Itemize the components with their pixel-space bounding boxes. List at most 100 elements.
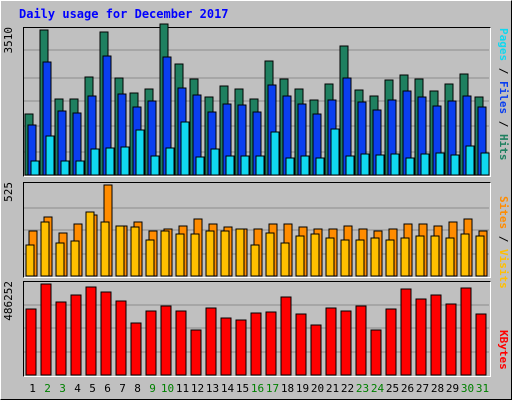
bar-visits — [235, 228, 245, 277]
bar-visits — [325, 237, 335, 277]
bar-kbytes — [475, 313, 487, 376]
bar-pages — [390, 153, 400, 176]
top-legend-label: Pages / Files / Hits — [492, 28, 510, 161]
bar-visits — [475, 235, 485, 277]
bar-visits — [430, 235, 440, 277]
bar-pages — [465, 145, 475, 176]
bar-kbytes — [235, 319, 247, 376]
bar-visits — [415, 235, 425, 277]
bar-kbytes — [85, 286, 97, 376]
bar-pages — [225, 155, 235, 176]
x-tick-label: 5 — [89, 382, 96, 395]
bar-visits — [385, 239, 395, 277]
legend-label-part: / — [497, 229, 510, 249]
legend-label-part: Sites — [497, 196, 510, 230]
x-tick-label: 17 — [266, 382, 279, 395]
bar-kbytes — [250, 312, 262, 376]
bar-pages — [435, 152, 445, 176]
bar-kbytes — [445, 303, 457, 376]
bar-visits — [40, 221, 50, 277]
bar-kbytes — [265, 311, 277, 376]
bar-kbytes — [340, 310, 352, 376]
bar-visits — [145, 239, 155, 277]
bar-pages — [450, 154, 460, 176]
x-tick-label: 15 — [236, 382, 249, 395]
x-tick-label: 22 — [341, 382, 354, 395]
bar-visits — [265, 232, 275, 277]
x-tick-label: 20 — [311, 382, 324, 395]
legend-label-part: Visits — [497, 249, 510, 289]
bar-visits — [355, 239, 365, 277]
bar-kbytes — [400, 288, 412, 376]
x-tick-label: 11 — [176, 382, 189, 395]
bar-kbytes — [70, 294, 82, 376]
bar-pages — [180, 121, 190, 176]
bar-visits — [445, 237, 455, 277]
bar-kbytes — [175, 310, 187, 376]
bar-visits — [220, 230, 230, 277]
bar-pages — [330, 128, 340, 176]
bar-kbytes — [145, 310, 157, 376]
chart-title: Daily usage for December 2017 — [19, 7, 229, 21]
x-tick-label: 28 — [431, 382, 444, 395]
bar-pages — [270, 131, 280, 176]
bar-pages — [300, 155, 310, 176]
bar-pages — [375, 154, 385, 176]
bar-visits — [115, 225, 125, 277]
x-tick-label: 30 — [461, 382, 474, 395]
bar-kbytes — [460, 287, 472, 376]
x-tick-label: 19 — [296, 382, 309, 395]
bar-pages — [360, 153, 370, 176]
bar-pages — [60, 160, 70, 176]
x-tick-label: 29 — [446, 382, 459, 395]
bar-kbytes — [415, 298, 427, 376]
bar-kbytes — [160, 305, 172, 376]
bar-visits — [310, 233, 320, 277]
bar-pages — [150, 155, 160, 176]
bar-kbytes — [205, 307, 217, 376]
bar-pages — [75, 160, 85, 176]
x-tick-label: 4 — [74, 382, 81, 395]
bar-kbytes — [100, 291, 112, 376]
bar-visits — [55, 242, 65, 277]
bar-visits — [280, 242, 290, 277]
bar-pages — [345, 155, 355, 176]
x-tick-label: 31 — [476, 382, 489, 395]
bar-visits — [400, 237, 410, 277]
bar-kbytes — [220, 317, 232, 376]
x-tick-label: 25 — [386, 382, 399, 395]
bar-kbytes — [115, 300, 127, 376]
x-tick-label: 13 — [206, 382, 219, 395]
bar-pages — [285, 157, 295, 176]
bar-visits — [85, 211, 95, 277]
bar-pages — [165, 147, 175, 176]
x-tick-label: 3 — [59, 382, 66, 395]
x-tick-label: 24 — [371, 382, 385, 395]
bar-visits — [340, 239, 350, 277]
bar-pages — [405, 157, 415, 176]
bar-kbytes — [325, 307, 337, 376]
bar-pages — [210, 148, 220, 176]
x-tick-label: 9 — [149, 382, 156, 395]
bot-legend-label: KBytes — [492, 330, 510, 370]
bar-pages — [480, 152, 490, 176]
bar-kbytes — [385, 308, 397, 376]
bar-visits — [460, 233, 470, 277]
bar-pages — [195, 156, 205, 176]
bar-kbytes — [190, 329, 202, 376]
legend-label-part: Files — [497, 81, 510, 115]
bar-kbytes — [310, 324, 322, 376]
bar-kbytes — [130, 322, 142, 376]
bar-visits — [70, 240, 80, 277]
bar-pages — [420, 153, 430, 176]
x-tick-label: 21 — [326, 382, 339, 395]
x-tick-label: 16 — [251, 382, 264, 395]
x-tick-label: 8 — [134, 382, 141, 395]
bar-kbytes — [25, 308, 37, 376]
bar-pages — [105, 147, 115, 176]
bar-kbytes — [280, 296, 292, 376]
bar-visits — [190, 233, 200, 277]
bar-kbytes — [40, 283, 52, 376]
bar-kbytes — [355, 305, 367, 376]
